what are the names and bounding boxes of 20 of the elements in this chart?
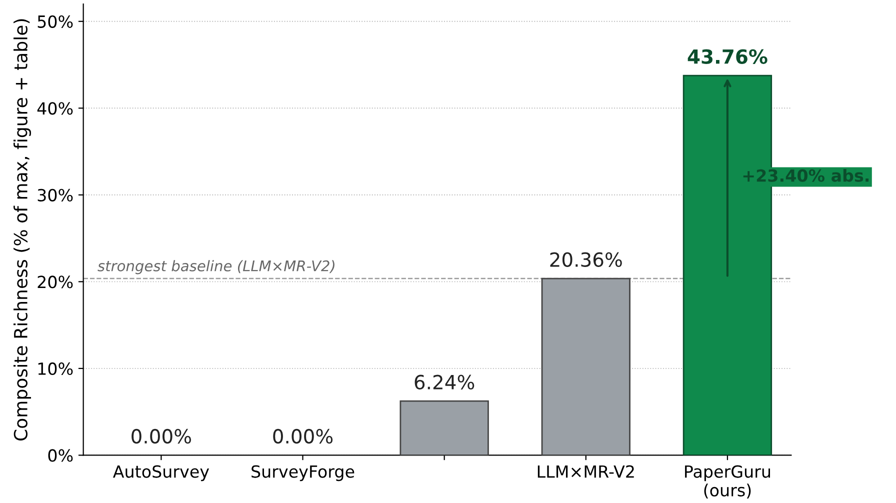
x-tick-label: SurveyForge: [252, 465, 354, 482]
y-axis-title: Composite Richness (% of max, figure + table): [14, 19, 32, 441]
x-tick-label: AutoSurvey: [112, 465, 210, 482]
data-label: 6.24%: [414, 374, 474, 390]
data-label: 0.00%: [273, 428, 333, 444]
bar: [541, 278, 630, 456]
y-tick-label: 50%: [38, 15, 73, 28]
y-tick-label: 0%: [48, 449, 73, 462]
y-tick-label: 20%: [38, 276, 73, 288]
y-tick-label: 40%: [37, 102, 73, 115]
bar: [400, 400, 489, 456]
data-label: 20.36%: [550, 252, 622, 267]
ref-line-label: strongest baseline (LLM×MR-V2): [98, 260, 334, 274]
y-tick-label: 10%: [38, 362, 73, 376]
annotation: +23.40% abs.: [743, 168, 869, 182]
data-label: 0.00%: [132, 428, 192, 444]
y-tick-label: 30%: [38, 188, 73, 202]
x-tick-label: PaperGuru (ours): [685, 465, 770, 498]
x-tick-label: LLM×MR-V2: [538, 465, 634, 478]
data-label: 43.76%: [688, 49, 768, 64]
